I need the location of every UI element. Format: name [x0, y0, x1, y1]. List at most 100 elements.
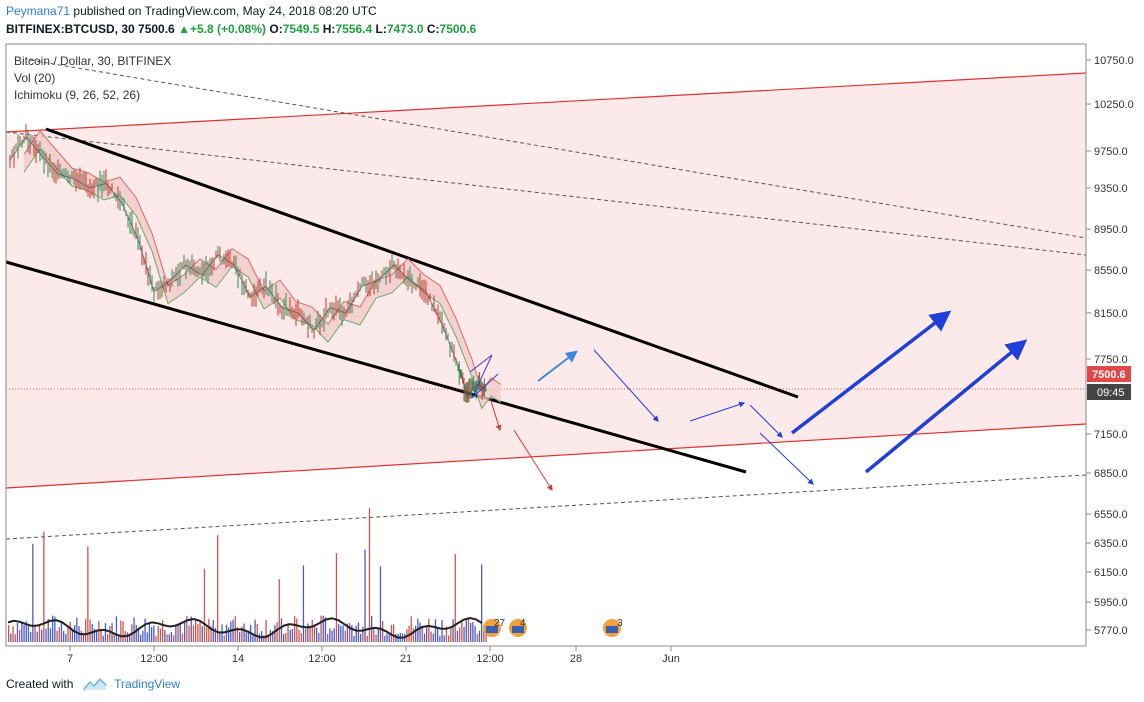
- volume-bar: [448, 635, 450, 642]
- y-tick-label: 10250.0: [1094, 99, 1134, 111]
- volume-bar: [164, 630, 166, 642]
- volume-bar: [252, 635, 254, 642]
- volume-bar: [280, 618, 283, 642]
- volume-bar: [192, 625, 195, 642]
- volume-bar: [100, 630, 102, 642]
- volume-bar: [155, 635, 157, 642]
- countdown-value: 09:45: [1097, 387, 1125, 399]
- event-badge-3[interactable]: 3: [617, 618, 623, 629]
- volume-bar: [377, 627, 379, 642]
- volume-bar: [331, 630, 333, 642]
- legend-ichimoku[interactable]: Ichimoku (9, 26, 52, 26): [14, 88, 141, 102]
- volume-bar: [311, 619, 313, 642]
- volume-bar: [36, 631, 38, 642]
- volume-layer: [7, 508, 487, 642]
- volume-bar: [21, 621, 23, 642]
- author-link[interactable]: Peymana71: [6, 4, 71, 18]
- tradingview-link[interactable]: TradingView: [114, 677, 181, 691]
- volume-bar: [463, 626, 465, 642]
- volume-bar: [89, 619, 91, 642]
- volume-bar: [476, 634, 478, 642]
- volume-bar: [434, 619, 437, 642]
- volume-bar: [197, 624, 199, 642]
- volume-bar: [45, 628, 47, 642]
- y-tick-label: 5770.0: [1094, 625, 1128, 637]
- volume-bar: [109, 626, 111, 642]
- volume-bar: [16, 623, 19, 642]
- volume-bar: [201, 626, 203, 642]
- volume-bar: [87, 546, 89, 642]
- x-tick-label: 12:00: [476, 653, 504, 665]
- volume-bar: [355, 625, 357, 642]
- volume-bar: [41, 629, 43, 642]
- volume-bar: [175, 626, 177, 642]
- publish-info: published on TradingView.com, May 24, 20…: [73, 4, 377, 18]
- volume-bar: [276, 622, 278, 642]
- y-tick-label: 7150.0: [1094, 429, 1128, 441]
- up-arrow-icon: ▲: [178, 22, 190, 36]
- tradingview-logo-icon: [82, 677, 107, 691]
- volume-bar: [126, 632, 129, 642]
- volume-bar: [219, 632, 221, 642]
- volume-bar: [32, 543, 34, 642]
- volume-bar: [459, 627, 461, 642]
- volume-bar: [181, 633, 184, 642]
- volume-bar: [324, 617, 327, 642]
- volume-bar: [316, 627, 318, 642]
- event-flag-icon: [486, 626, 498, 633]
- volume-bar: [333, 628, 335, 642]
- volume-bar: [285, 633, 287, 642]
- volume-bar: [322, 615, 324, 642]
- volume-bar: [368, 508, 371, 642]
- volume-bar: [318, 632, 320, 642]
- volume-bar: [210, 626, 212, 642]
- volume-bar: [340, 625, 342, 642]
- volume-bar: [467, 618, 470, 642]
- volume-bar: [142, 630, 144, 642]
- y-tick-label: 9350.0: [1094, 183, 1128, 195]
- descending-channel-bottom: [5, 260, 747, 474]
- volume-bar: [102, 635, 104, 642]
- volume-bar: [129, 634, 131, 642]
- volume-bar: [465, 618, 467, 642]
- volume-bar: [450, 626, 452, 642]
- bearish-arrow-1: [489, 397, 502, 432]
- volume-bar: [382, 621, 384, 642]
- volume-bar: [93, 628, 96, 642]
- volume-bar: [113, 633, 115, 642]
- event-badge-4[interactable]: 4: [520, 618, 526, 629]
- volume-bar: [10, 633, 12, 642]
- legend-vol[interactable]: Vol (20): [14, 71, 56, 85]
- volume-bar: [188, 625, 190, 642]
- x-tick-label: Jun: [662, 653, 680, 665]
- price-layer: [9, 124, 488, 403]
- trendline-layer: [5, 59, 1087, 540]
- volume-bar: [335, 553, 338, 642]
- volume-bar: [327, 634, 329, 642]
- volume-bar: [217, 535, 219, 642]
- volume-bar: [415, 625, 417, 642]
- volume-bar: [63, 631, 65, 642]
- x-tick-label: 14: [232, 653, 244, 665]
- volume-bar: [208, 618, 210, 642]
- volume-bar: [364, 549, 366, 642]
- volume-bar: [14, 634, 16, 642]
- volume-bar: [118, 635, 120, 642]
- price-label-box: [1087, 366, 1131, 382]
- ohlc-line: BITFINEX:BTCUSD, 30 7500.6 ▲+5.8 (+0.08%…: [6, 22, 477, 36]
- volume-bar: [353, 636, 355, 642]
- volume-bar: [76, 617, 78, 642]
- volume-bar: [313, 624, 316, 642]
- volume-bar: [309, 627, 311, 642]
- legend-title[interactable]: Bitcoin / Dollar, 30, BITFINEX: [14, 54, 172, 68]
- volume-bar: [375, 634, 377, 642]
- dashed-trend-1: [29, 59, 1087, 239]
- y-tick-label: 7750.0: [1094, 354, 1128, 366]
- volume-bar: [305, 628, 307, 642]
- forecast-arrow-4: [749, 404, 783, 438]
- volume-bar: [478, 630, 481, 642]
- channel-lower-line: [5, 423, 1087, 489]
- volume-bar: [481, 564, 483, 642]
- event-badge-27[interactable]: 27: [494, 618, 506, 629]
